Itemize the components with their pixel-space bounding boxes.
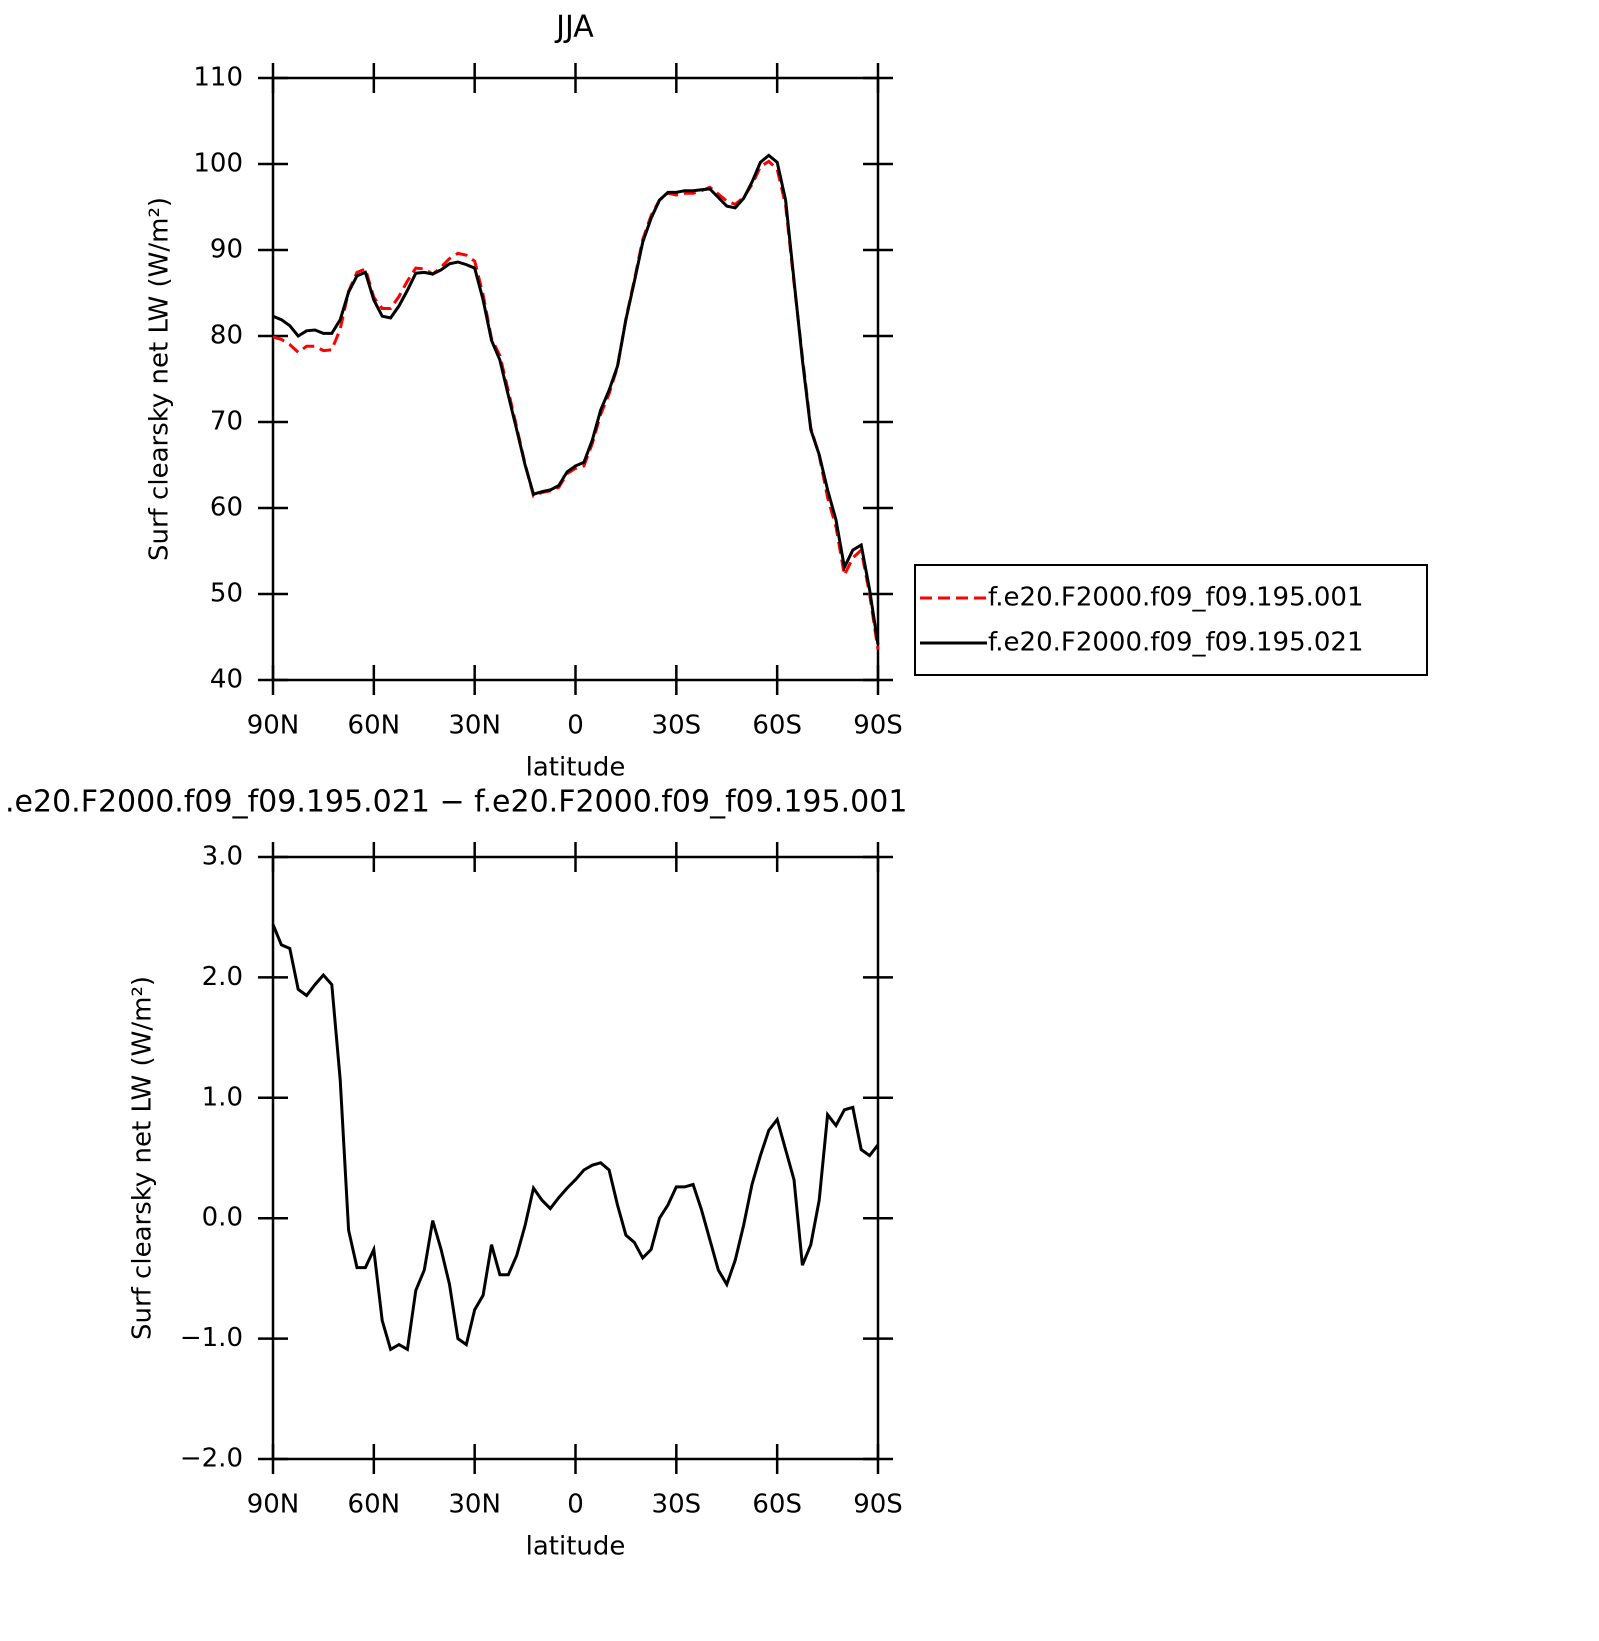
y-axis-label: Surf clearsky net LW (W/m²): [145, 197, 175, 561]
y-tick-label: 50: [210, 579, 243, 609]
x-tick-label: 0: [567, 711, 584, 741]
x-tick-label: 60N: [348, 1490, 401, 1520]
x-tick-label: 60N: [348, 711, 401, 741]
legend-box: [914, 564, 1428, 676]
legend-label: f.e20.F2000.f09_f09.195.001: [988, 583, 1364, 613]
y-tick-label: 1.0: [202, 1082, 243, 1112]
x-axis-label: latitude: [526, 1532, 626, 1562]
x-tick-label: 60S: [752, 711, 802, 741]
chart-title: JJA: [554, 10, 594, 45]
y-tick-label: 110: [193, 63, 243, 93]
x-tick-label: 30N: [448, 1490, 501, 1520]
x-tick-label: 0: [567, 1490, 584, 1520]
y-tick-label: −2.0: [180, 1444, 243, 1474]
y-axis-label: Surf clearsky net LW (W/m²): [128, 976, 158, 1340]
y-tick-label: 80: [210, 321, 243, 351]
y-tick-label: 90: [210, 235, 243, 265]
y-tick-label: 60: [210, 493, 243, 523]
x-tick-label: 90N: [247, 1490, 300, 1520]
data-line: [272, 159, 880, 651]
x-tick-label: 90N: [247, 711, 300, 741]
y-tick-label: 3.0: [202, 842, 243, 872]
chart-title: .e20.F2000.f09_f09.195.021 − f.e20.F2000…: [5, 785, 907, 820]
y-tick-label: 40: [210, 665, 243, 695]
x-tick-label: 30N: [448, 711, 501, 741]
data-line: [272, 153, 880, 645]
x-tick-label: 30S: [652, 711, 702, 741]
data-line: [271, 923, 880, 1352]
x-tick-label: 90S: [853, 1490, 903, 1520]
x-tick-label: 60S: [752, 1490, 802, 1520]
legend-label: f.e20.F2000.f09_f09.195.021: [988, 628, 1364, 658]
y-tick-label: 70: [210, 407, 243, 437]
y-tick-label: 100: [193, 149, 243, 179]
x-axis-label: latitude: [526, 753, 626, 783]
y-tick-label: 2.0: [202, 962, 243, 992]
plot-frame: [271, 76, 880, 682]
plot-frame: [271, 855, 880, 1461]
y-tick-label: 0.0: [202, 1203, 243, 1233]
x-tick-label: 30S: [652, 1490, 702, 1520]
x-tick-label: 90S: [853, 711, 903, 741]
y-tick-label: −1.0: [180, 1323, 243, 1353]
